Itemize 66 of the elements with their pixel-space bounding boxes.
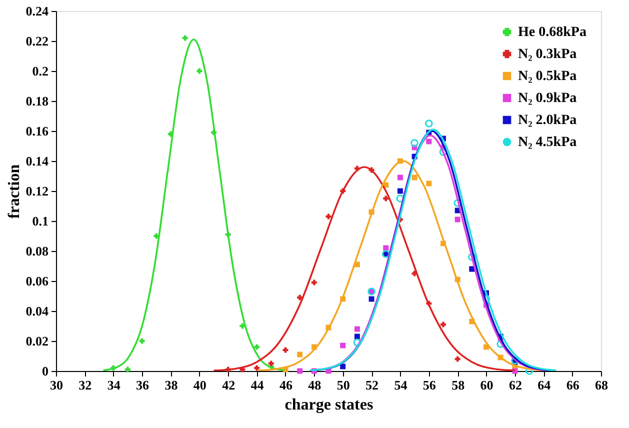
point [412, 174, 418, 180]
y-tick-label: 0.24 [26, 4, 49, 18]
y-tick-label: 0.08 [26, 244, 49, 258]
legend-label: N₂ 0.3kPa [518, 47, 577, 62]
x-axis-title: charge states [284, 396, 374, 414]
x-tick-label: 60 [480, 378, 494, 392]
x-tick-label: 44 [250, 378, 264, 392]
y-tick-label: 0.12 [26, 184, 48, 198]
point [454, 199, 462, 207]
point [440, 322, 446, 328]
x-tick-label: 34 [107, 378, 121, 392]
x-tick-label: 38 [164, 378, 178, 392]
point [124, 366, 130, 372]
y-tick-label: 0.02 [26, 334, 48, 348]
y-tick-label: 0.06 [26, 274, 49, 288]
point [397, 188, 403, 194]
x-tick-label: 58 [452, 378, 466, 392]
x-tick-label: 48 [308, 378, 322, 392]
legend-label: N₂ 0.9kPa [518, 91, 577, 106]
x-tick-label: 54 [394, 378, 408, 392]
y-tick-label: 0.18 [26, 94, 49, 108]
point [368, 296, 374, 302]
point [354, 326, 360, 332]
point [353, 338, 362, 346]
point [340, 342, 346, 348]
point [424, 120, 433, 128]
x-tick-label: 68 [595, 378, 608, 392]
x-tick-label: 40 [193, 378, 206, 392]
y-tick-label: 0.1 [32, 214, 48, 228]
y-tick-label: 0.16 [26, 124, 49, 138]
y-tick-label: 0.14 [26, 154, 49, 168]
legend-label: N₂ 0.5kPa [518, 69, 577, 84]
x-tick-label: 32 [78, 378, 92, 392]
x-tick-label: 30 [50, 378, 63, 392]
point [426, 138, 432, 144]
point [311, 280, 317, 286]
point [439, 148, 448, 156]
point [454, 216, 460, 222]
point [426, 180, 432, 186]
x-tick-label: 56 [422, 378, 436, 392]
x-tick-label: 62 [508, 378, 522, 392]
point [496, 340, 505, 348]
x-tick-label: 64 [538, 378, 552, 392]
x-tick-label: 66 [566, 378, 580, 392]
point [254, 344, 260, 350]
y-tick-label: 0 [42, 364, 48, 378]
point [468, 253, 476, 261]
point [297, 294, 303, 300]
legend-label: N₂ 4.5kPa [518, 135, 577, 150]
point [397, 174, 403, 180]
point [511, 356, 519, 364]
x-tick-label: 52 [366, 378, 379, 392]
x-tick-label: 42 [222, 378, 236, 392]
y-tick-label: 0.2 [32, 64, 48, 78]
point [297, 352, 303, 358]
x-tick-label: 36 [136, 378, 150, 392]
legend-label: He 0.68kPa [518, 25, 586, 40]
y-axis-title: fraction [6, 164, 23, 219]
x-tick-label: 50 [336, 378, 350, 392]
point [410, 139, 418, 147]
point [254, 365, 260, 371]
x-tick-label: 46 [279, 378, 293, 392]
y-tick-label: 0.04 [26, 304, 49, 318]
y-tick-label: 0.22 [26, 34, 48, 48]
point [297, 368, 303, 374]
legend-label: N₂ 2.0kPa [518, 113, 577, 128]
